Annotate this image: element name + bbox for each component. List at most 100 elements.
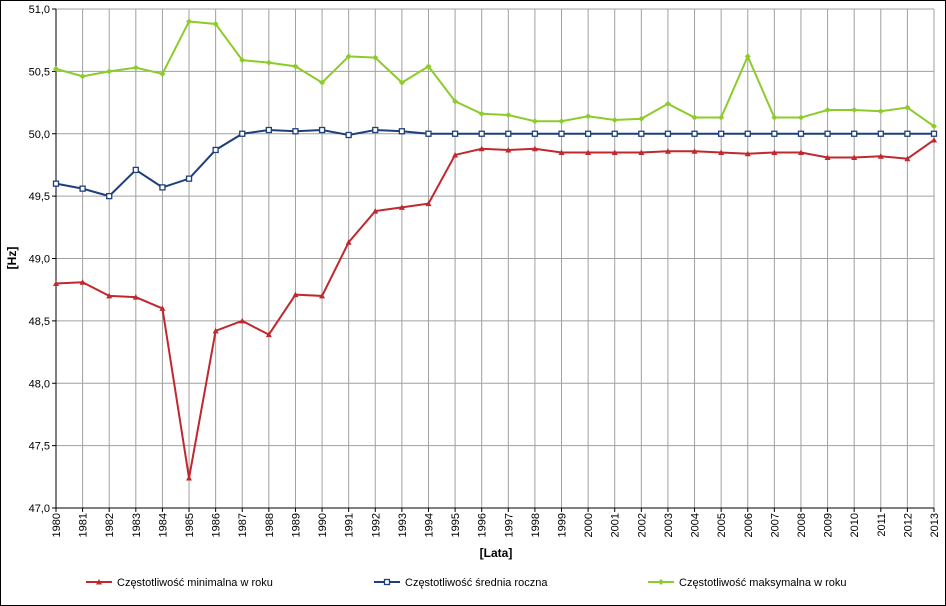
data-point (531, 118, 538, 125)
y-tick-label: 48,0 (29, 378, 50, 390)
y-tick-label: 49,0 (29, 254, 50, 266)
x-tick-label: 2008 (796, 513, 808, 537)
data-point (319, 292, 326, 299)
data-point (877, 153, 884, 159)
data-point (638, 149, 645, 155)
data-point (265, 59, 272, 66)
data-point (452, 98, 459, 105)
data-point (558, 130, 565, 137)
data-point (372, 54, 379, 61)
data-point (931, 136, 937, 143)
x-tick-label: 1991 (344, 513, 356, 537)
data-point (451, 130, 459, 137)
data-point (79, 185, 86, 192)
data-point (239, 130, 246, 137)
y-tick-label: 50,0 (29, 129, 50, 141)
x-tick-label: 1986 (211, 513, 223, 537)
data-point (318, 126, 326, 134)
data-point (664, 148, 671, 154)
y-tick-label: 49,5 (29, 191, 50, 203)
data-point (212, 327, 219, 334)
legend-label: Częstotliwość średnia roczna (405, 577, 548, 589)
data-point (824, 154, 831, 160)
data-point (851, 130, 858, 137)
data-point (345, 53, 352, 60)
data-point (265, 331, 272, 338)
data-point (96, 579, 102, 585)
data-point (851, 154, 858, 160)
data-point (292, 291, 299, 298)
data-point (132, 64, 139, 71)
x-tick-label: 1993 (397, 513, 409, 537)
y-axis-title: [Hz] (5, 247, 19, 270)
x-tick-label: 2011 (876, 513, 888, 537)
data-point (718, 130, 725, 137)
data-point (691, 114, 698, 121)
series-lines (52, 18, 938, 481)
data-point (638, 130, 645, 137)
legend-item-3: Częstotliwość maksymalna w roku (648, 577, 847, 589)
x-tick-label: 1994 (423, 513, 435, 537)
data-point (53, 65, 59, 72)
data-point (239, 317, 246, 324)
x-tick-label: 2002 (636, 513, 648, 537)
data-point (877, 130, 884, 137)
data-point (797, 149, 804, 155)
data-point (212, 146, 219, 154)
series-1 (53, 136, 937, 481)
data-point (319, 79, 326, 86)
x-axis-title: [Lata] (480, 546, 513, 560)
x-tick-label: 1992 (370, 513, 382, 537)
y-tick-label: 51,0 (29, 4, 50, 16)
data-point (744, 53, 751, 60)
x-tick-label: 2013 (929, 513, 941, 537)
x-tick-label: 1998 (530, 513, 542, 537)
series-line (55, 129, 934, 198)
data-point (531, 130, 539, 137)
x-tick-label: 2005 (716, 513, 728, 537)
x-tick-label: 2009 (823, 513, 835, 537)
data-point (691, 130, 698, 137)
data-point (452, 151, 459, 158)
data-point (664, 100, 671, 107)
data-point (185, 175, 193, 182)
legend: Częstotliwość minimalna w roku Częstotliw… (86, 577, 847, 589)
data-point (771, 114, 778, 121)
data-point (478, 145, 485, 152)
data-point (904, 104, 911, 111)
data-point (52, 180, 60, 187)
data-point (186, 475, 193, 481)
data-point (345, 131, 352, 139)
data-point (239, 57, 246, 64)
data-point (425, 130, 432, 137)
data-point (372, 208, 379, 214)
x-tick-label: 1983 (131, 513, 143, 537)
data-point (558, 118, 565, 125)
data-point (132, 294, 139, 300)
data-point (824, 107, 831, 114)
data-point (79, 73, 86, 80)
data-point (531, 145, 538, 152)
data-point (212, 20, 219, 27)
x-tick-label: 2006 (743, 513, 755, 537)
data-point (771, 130, 778, 137)
data-point (159, 70, 166, 77)
x-tick-label: 2001 (610, 513, 622, 537)
data-point (851, 107, 858, 114)
series-3 (53, 18, 937, 130)
data-point (159, 305, 166, 311)
data-point (930, 130, 938, 137)
data-point (611, 117, 618, 124)
legend-label: Częstotliwość maksymalna w roku (679, 577, 847, 589)
y-tick-labels: 47,0 47,5 48,0 48,5 49,0 49,5 50,0 50,5 51,0 (29, 4, 50, 515)
data-point (744, 130, 751, 137)
data-point (744, 150, 751, 157)
data-point (425, 200, 432, 207)
y-tick-label: 50,5 (29, 66, 50, 78)
data-point (904, 130, 911, 137)
x-tick-labels: 1980 1981 1982 1983 1984 1985 1986 1987 1988 1989… (51, 513, 941, 537)
series-2 (52, 126, 938, 200)
y-tick-label: 48,5 (29, 316, 50, 328)
data-point (505, 146, 512, 153)
